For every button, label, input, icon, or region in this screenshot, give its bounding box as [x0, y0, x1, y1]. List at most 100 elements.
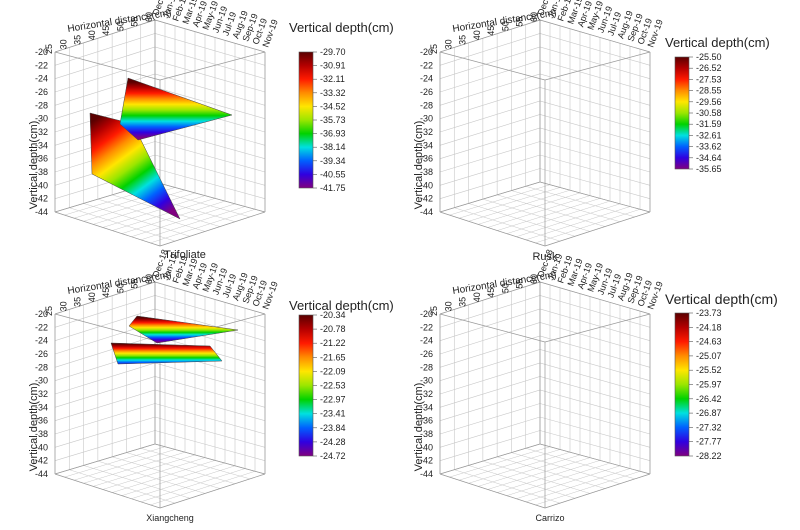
x-tick-label: 50	[500, 283, 510, 293]
depth-surface	[89, 112, 181, 220]
axis-edge	[439, 19, 541, 53]
x-tick-label: 40	[87, 30, 97, 40]
colorbar-legend: Vertical depth(cm) -29.70 -30.91 -32.11 -33.…	[289, 20, 394, 193]
grid-line	[121, 462, 226, 496]
axis-edge	[439, 181, 541, 213]
x-tick-label: 25	[44, 44, 54, 54]
grid-line	[478, 192, 581, 225]
colorbar-label: -30.58	[696, 108, 722, 118]
grid-line	[459, 449, 561, 481]
z-tick-label: -26	[35, 349, 48, 359]
x-tick-label: 40	[87, 292, 97, 302]
colorbar	[674, 56, 690, 170]
z-axis-title: Vertical depth(cm)	[413, 121, 425, 210]
axis-edge	[154, 281, 266, 315]
z-tick-label: -34	[35, 402, 48, 412]
grid-line	[97, 460, 206, 494]
colorbar-label: -23.73	[696, 308, 722, 318]
z-tick-label: -24	[35, 74, 48, 84]
grid-line	[511, 190, 621, 222]
z-tick-label: -44	[420, 207, 433, 217]
z-tick-label: -34	[35, 140, 48, 150]
colorbar-label: -23.41	[320, 409, 346, 419]
colorbar-label: -24.28	[320, 437, 346, 447]
z-tick-label: -28	[420, 362, 433, 372]
colorbar	[298, 314, 314, 457]
x-tick-label: 35	[458, 297, 468, 307]
x-tick-label: 35	[73, 297, 83, 307]
colorbar-label: -40.55	[320, 169, 346, 179]
colorbar-label: -27.32	[696, 422, 722, 432]
axis-edge	[544, 211, 651, 247]
legend-title: Vertical depth(cm)	[665, 35, 770, 50]
axis-edge	[439, 473, 546, 509]
x-tick-label: 50	[115, 21, 125, 31]
grid-line	[482, 460, 591, 494]
axis-edge	[159, 51, 266, 81]
x-tick-label: 25	[429, 306, 439, 316]
colorbar-label: -32.61	[696, 130, 722, 140]
colorbar-label: -38.14	[320, 142, 346, 152]
colorbar	[298, 51, 314, 189]
axis-edge	[544, 51, 651, 81]
axis-edge	[439, 443, 541, 475]
x-tick-label: 30	[443, 301, 453, 311]
colorbar-label: -20.78	[320, 324, 346, 334]
depth-surface	[110, 342, 223, 365]
z-tick-label: -40	[35, 442, 48, 452]
grid-line	[112, 460, 216, 493]
colorbar-label: -21.22	[320, 338, 346, 348]
z-tick-label: -36	[420, 416, 433, 426]
grid-line	[131, 465, 236, 499]
colorbar-label: -29.70	[320, 47, 346, 57]
z-tick-label: -24	[420, 336, 433, 346]
x-tick-label: 55	[515, 279, 525, 289]
x-tick-label: 35	[73, 35, 83, 45]
colorbar-label: -21.65	[320, 352, 346, 362]
grid-line	[525, 468, 631, 503]
grid-line	[83, 203, 191, 237]
grid-line	[497, 198, 601, 231]
z-tick-label: -38	[35, 429, 48, 439]
z-tick-label: -22	[35, 322, 48, 332]
z-tick-label: -36	[35, 416, 48, 426]
panel-caption: Carrizo	[535, 513, 564, 523]
grid-line	[74, 449, 176, 481]
z-tick-label: -20	[420, 309, 433, 319]
grid-line	[112, 198, 216, 231]
colorbar-label: -39.34	[320, 156, 346, 166]
axis-edge	[539, 281, 651, 315]
grid-line	[121, 200, 226, 234]
axis-edge	[54, 443, 156, 475]
legend-title: Vertical depth(cm)	[289, 20, 394, 35]
axis-edge	[539, 443, 651, 475]
grid-line	[497, 456, 606, 489]
grid-line	[511, 452, 621, 484]
grid-line	[516, 465, 621, 499]
colorbar-legend: Vertical depth(cm) -25.50-26.52-27.53 -28.…	[665, 35, 770, 174]
colorbar-label: -30.91	[320, 61, 346, 71]
grid-line	[93, 454, 196, 487]
axis-edge	[154, 443, 266, 475]
grid-line	[535, 209, 641, 244]
depth-surface	[128, 315, 239, 344]
z-tick-label: -28	[35, 362, 48, 372]
colorbar-label: -32.11	[320, 74, 345, 84]
grid-line	[468, 451, 571, 484]
x-tick-label: 60	[529, 274, 539, 284]
axis-edge	[439, 313, 546, 343]
colorbar-label: -24.18	[696, 322, 722, 332]
axis-edge	[54, 19, 156, 53]
z-tick-label: -20	[35, 47, 48, 57]
x-tick-label: 40	[472, 30, 482, 40]
z-tick-label: -38	[35, 167, 48, 177]
grid-line	[97, 198, 206, 232]
z-tick-label: -38	[420, 167, 433, 177]
x-tick-label: 30	[58, 39, 68, 49]
colorbar-label: -26.52	[696, 63, 722, 73]
colorbar-label: -25.97	[696, 380, 722, 390]
grid-line	[497, 460, 601, 493]
axis-edge	[544, 313, 651, 343]
